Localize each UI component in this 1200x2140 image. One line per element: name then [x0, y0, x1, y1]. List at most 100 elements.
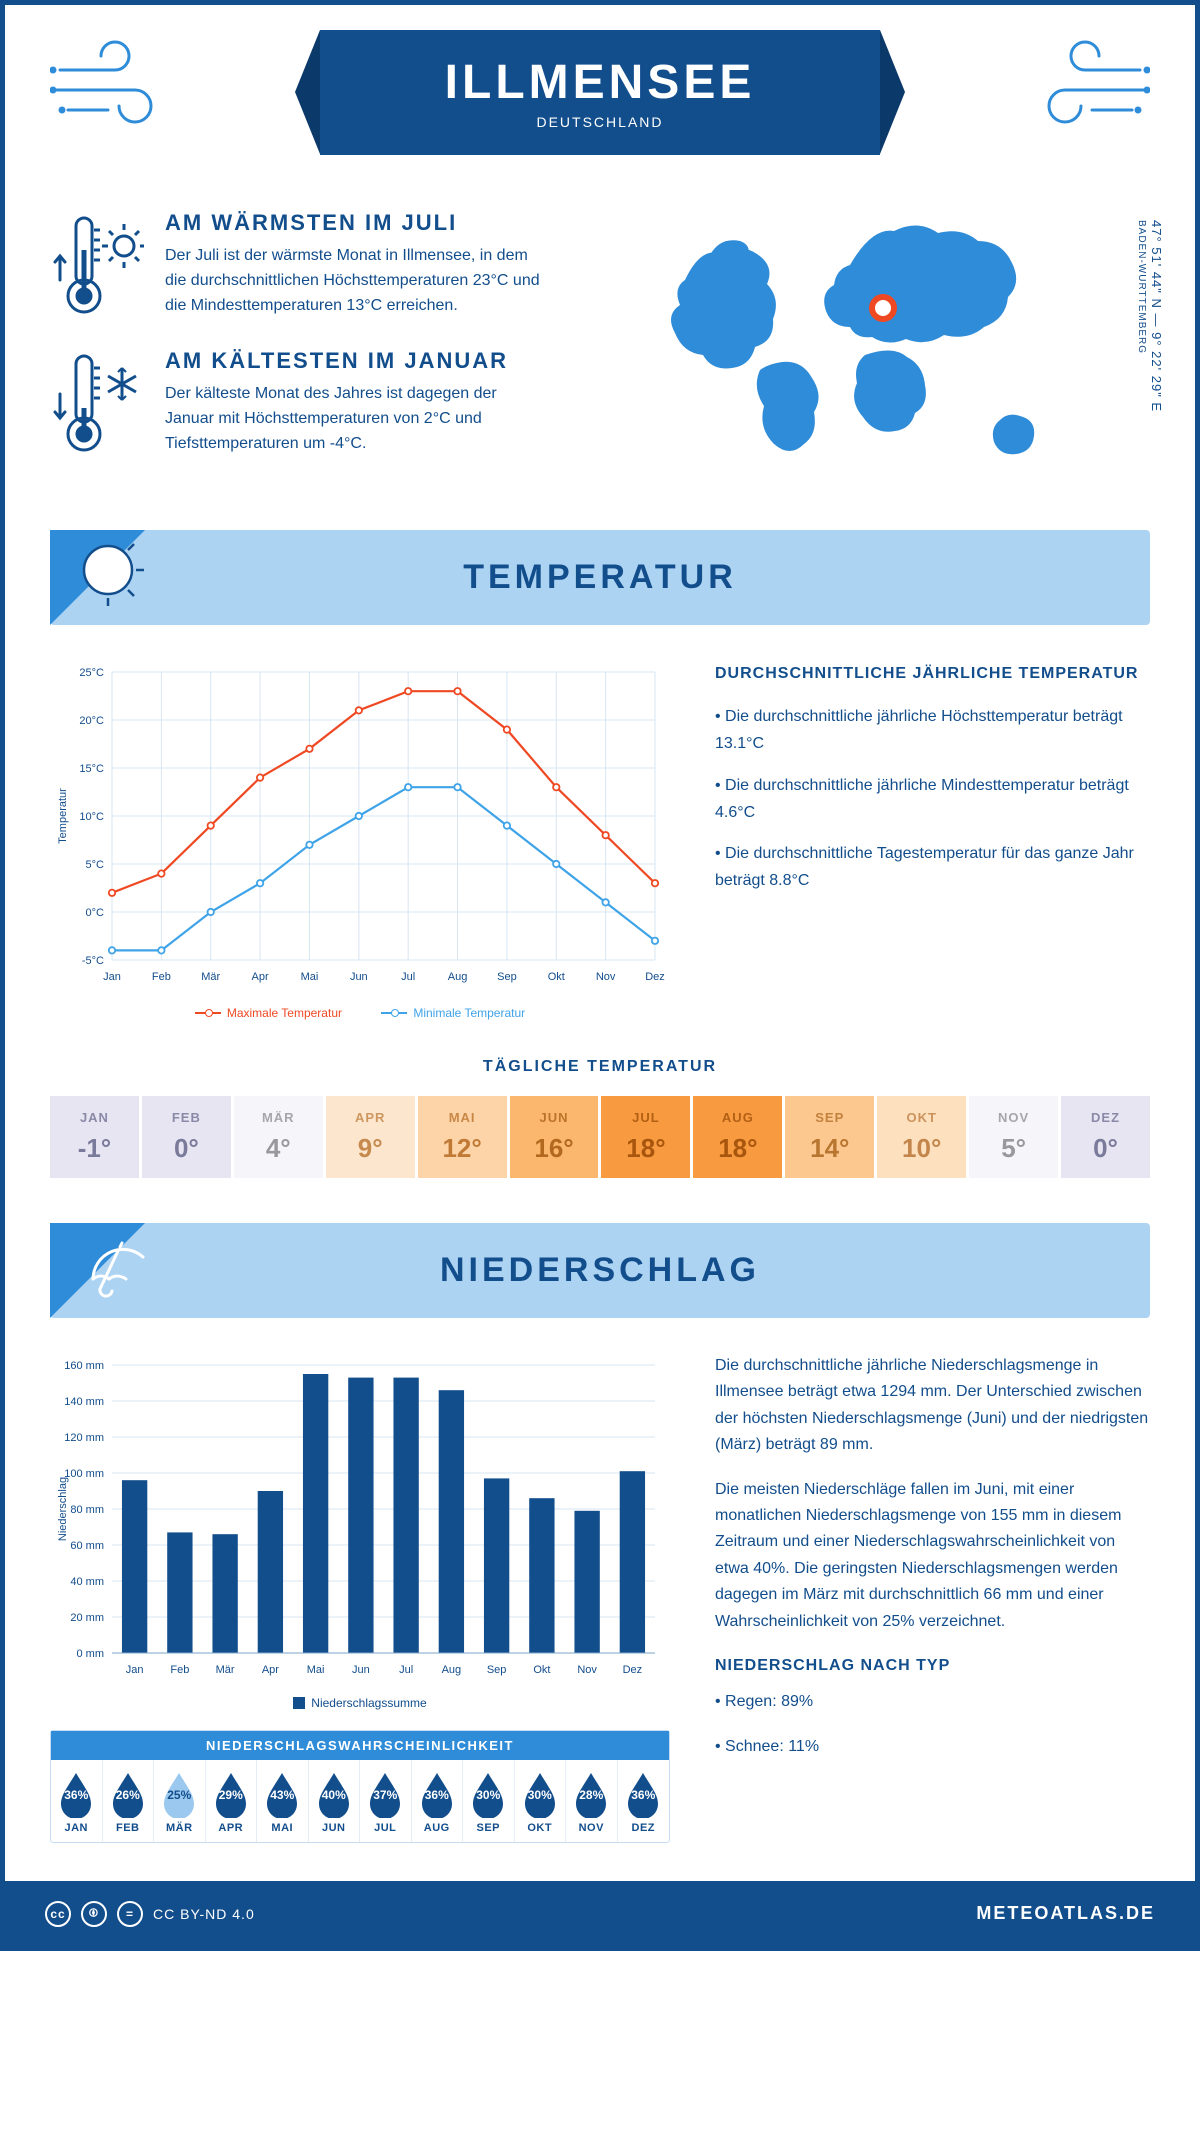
temp-cell: JUN16°: [510, 1096, 599, 1178]
svg-text:Apr: Apr: [262, 1664, 279, 1676]
thermometer-hot-icon: [50, 210, 145, 320]
coordinates: 47° 51' 44" N — 9° 22' 29" E BADEN-WURTT…: [1134, 220, 1164, 480]
temp-cell: FEB0°: [142, 1096, 231, 1178]
svg-text:Apr: Apr: [252, 971, 269, 983]
temp-title: TEMPERATUR: [463, 558, 737, 597]
world-map: 47° 51' 44" N — 9° 22' 29" E BADEN-WURTT…: [650, 210, 1150, 495]
prob-title: NIEDERSCHLAGSWAHRSCHEINLICHKEIT: [51, 1731, 669, 1760]
cold-fact: AM KÄLTESTEN IM JANUAR Der kälteste Mona…: [50, 348, 610, 458]
svg-text:160 mm: 160 mm: [64, 1360, 104, 1372]
svg-text:Jan: Jan: [126, 1664, 144, 1676]
svg-text:Jan: Jan: [103, 971, 121, 983]
svg-text:5°C: 5°C: [86, 859, 105, 871]
daily-temp-title: TÄGLICHE TEMPERATUR: [50, 1058, 1150, 1076]
daily-temp-grid: JAN-1°FEB0°MÄR4°APR9°MAI12°JUN16°JUL18°A…: [50, 1096, 1150, 1178]
temp-cell: OKT10°: [877, 1096, 966, 1178]
umbrella-icon: [78, 1233, 150, 1305]
temp-cell: JUL18°: [601, 1096, 690, 1178]
precip-section-header: NIEDERSCHLAG: [50, 1223, 1150, 1318]
temp-cell: MÄR4°: [234, 1096, 323, 1178]
svg-text:Aug: Aug: [442, 1664, 462, 1676]
svg-text:Feb: Feb: [170, 1664, 189, 1676]
prob-cell: 30%OKT: [515, 1760, 567, 1842]
svg-text:Feb: Feb: [152, 971, 171, 983]
svg-text:Nov: Nov: [577, 1664, 597, 1676]
header-banner: ILLMENSEE DEUTSCHLAND: [50, 30, 1150, 200]
site-name: METEOATLAS.DE: [976, 1903, 1155, 1924]
svg-text:Jun: Jun: [352, 1664, 370, 1676]
license-label: CC BY-ND 4.0: [153, 1906, 255, 1922]
nd-icon: =: [117, 1901, 143, 1927]
svg-text:15°C: 15°C: [79, 763, 104, 775]
precip-legend: Niederschlagssumme: [50, 1696, 670, 1712]
svg-text:Sep: Sep: [497, 971, 517, 983]
prob-cell: 29%APR: [206, 1760, 258, 1842]
svg-text:100 mm: 100 mm: [64, 1468, 104, 1480]
svg-text:80 mm: 80 mm: [70, 1504, 104, 1516]
prob-cell: 26%FEB: [103, 1760, 155, 1842]
svg-text:Aug: Aug: [448, 971, 468, 983]
temp-legend: Maximale Temperatur Minimale Temperatur: [50, 1003, 670, 1020]
svg-text:Mai: Mai: [301, 971, 319, 983]
precip-summary: Die durchschnittliche jährliche Niedersc…: [715, 1353, 1150, 1843]
temp-cell: JAN-1°: [50, 1096, 139, 1178]
svg-text:Dez: Dez: [623, 1664, 643, 1676]
svg-text:25°C: 25°C: [79, 667, 104, 679]
temperature-line-chart: -5°C 0°C 5°C 10°C 15°C 20°C 25°C Jan Feb Mär Apr Ma…: [50, 660, 670, 990]
svg-text:Mai: Mai: [307, 1664, 325, 1676]
svg-text:-5°C: -5°C: [82, 955, 104, 967]
svg-text:20 mm: 20 mm: [70, 1612, 104, 1624]
svg-text:Dez: Dez: [645, 971, 665, 983]
prob-cell: 28%NOV: [566, 1760, 618, 1842]
svg-text:40 mm: 40 mm: [70, 1576, 104, 1588]
precip-title: NIEDERSCHLAG: [440, 1251, 760, 1290]
svg-text:Okt: Okt: [533, 1664, 550, 1676]
svg-text:120 mm: 120 mm: [64, 1432, 104, 1444]
temp-cell: SEP14°: [785, 1096, 874, 1178]
prob-cell: 40%JUN: [309, 1760, 361, 1842]
cold-body: Der kälteste Monat des Jahres ist dagege…: [165, 382, 545, 456]
temperature-section-header: TEMPERATUR: [50, 530, 1150, 625]
prob-cell: 36%AUG: [412, 1760, 464, 1842]
svg-text:Temperatur: Temperatur: [57, 788, 69, 844]
prob-cell: 25%MÄR: [154, 1760, 206, 1842]
svg-text:10°C: 10°C: [79, 811, 104, 823]
prob-cell: 36%DEZ: [618, 1760, 670, 1842]
svg-text:60 mm: 60 mm: [70, 1540, 104, 1552]
svg-text:20°C: 20°C: [79, 715, 104, 727]
temp-cell: AUG18°: [693, 1096, 782, 1178]
location-country: DEUTSCHLAND: [536, 114, 663, 130]
svg-text:Sep: Sep: [487, 1664, 507, 1676]
warm-title: AM WÄRMSTEN IM JULI: [165, 210, 545, 236]
wind-icon: [50, 40, 170, 130]
temp-cell: MAI12°: [418, 1096, 507, 1178]
temp-cell: APR9°: [326, 1096, 415, 1178]
svg-text:Okt: Okt: [548, 971, 565, 983]
cold-title: AM KÄLTESTEN IM JANUAR: [165, 348, 545, 374]
svg-text:Jul: Jul: [399, 1664, 413, 1676]
svg-text:Mär: Mär: [216, 1664, 235, 1676]
location-title: ILLMENSEE: [445, 55, 756, 110]
warm-body: Der Juli ist der wärmste Monat in Illmen…: [165, 244, 545, 318]
prob-cell: 43%MAI: [257, 1760, 309, 1842]
prob-cell: 30%SEP: [463, 1760, 515, 1842]
svg-text:Jun: Jun: [350, 971, 368, 983]
cc-icon: cc: [45, 1901, 71, 1927]
wind-icon: [1030, 40, 1150, 130]
precip-probability-box: NIEDERSCHLAGSWAHRSCHEINLICHKEIT 36%JAN26…: [50, 1730, 670, 1843]
svg-text:Mär: Mär: [201, 971, 220, 983]
sun-icon: [78, 540, 153, 615]
warm-fact: AM WÄRMSTEN IM JULI Der Juli ist der wär…: [50, 210, 610, 320]
footer-bar: cc 🅯 = CC BY-ND 4.0 METEOATLAS.DE: [5, 1881, 1195, 1946]
svg-text:140 mm: 140 mm: [64, 1396, 104, 1408]
temp-cell: NOV5°: [969, 1096, 1058, 1178]
svg-text:0°C: 0°C: [86, 907, 105, 919]
prob-cell: 36%JAN: [51, 1760, 103, 1842]
svg-text:Nov: Nov: [596, 971, 616, 983]
svg-text:Jul: Jul: [401, 971, 415, 983]
precipitation-bar-chart: 0 mm 20 mm 40 mm 60 mm 80 mm 100 mm 120 mm 140 …: [50, 1353, 670, 1683]
temp-cell: DEZ0°: [1061, 1096, 1150, 1178]
svg-text:0 mm: 0 mm: [77, 1648, 105, 1660]
svg-text:Niederschlag: Niederschlag: [57, 1477, 69, 1541]
by-icon: 🅯: [81, 1901, 107, 1927]
